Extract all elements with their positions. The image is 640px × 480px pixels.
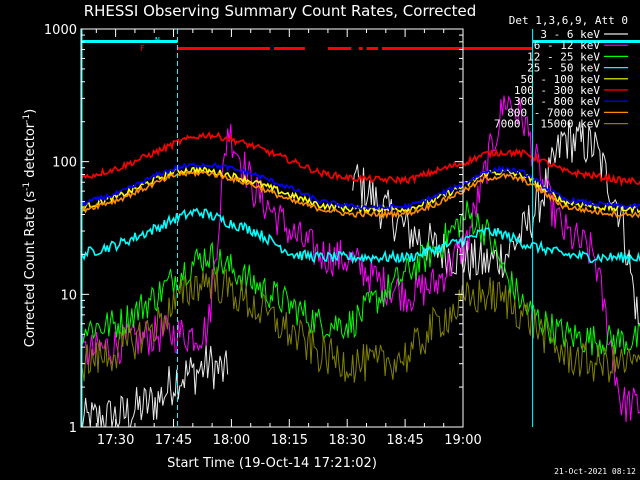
plot-area xyxy=(80,29,640,429)
flare-flag xyxy=(358,47,363,50)
series-line xyxy=(80,161,640,213)
series-line xyxy=(80,207,640,265)
y-axis-ticks: 1 10 100 1000 xyxy=(44,23,463,436)
legend-label: 50 - 100 keV xyxy=(521,73,601,86)
x-tick-label: 17:30 xyxy=(97,433,134,448)
flare-flag xyxy=(366,47,379,50)
x-tick-label: 19:00 xyxy=(444,433,481,448)
series-line xyxy=(80,169,640,220)
x-axis-ticks: 17:30 17:45 18:00 18:15 18:30 18:45 19:00 xyxy=(95,29,482,448)
x-tick-label: 18:30 xyxy=(328,433,365,448)
y-axis-label: Corrected Count Rate (s-1 detector-1) xyxy=(22,109,38,347)
y-tick-label: 1 xyxy=(69,421,77,436)
legend-label: 100 - 300 keV xyxy=(514,84,600,97)
flare-flag xyxy=(382,47,533,50)
night-band xyxy=(81,40,178,43)
x-tick-label: 18:45 xyxy=(386,433,423,448)
x-tick-label: 18:15 xyxy=(271,433,308,448)
legend-label: 12 - 25 keV xyxy=(527,50,600,63)
legend-label: 800 - 7000 keV xyxy=(507,106,600,119)
x-tick-label: 18:00 xyxy=(213,433,250,448)
plot-frame xyxy=(80,28,464,428)
series-line xyxy=(80,131,640,187)
y-tick-label: 1000 xyxy=(44,23,77,38)
series-lines xyxy=(80,95,640,429)
flare-flag xyxy=(273,47,305,50)
series-line xyxy=(80,266,640,383)
footer-date: 21-Oct-2021 08:12 xyxy=(554,467,636,476)
night-flag-label: N xyxy=(155,36,160,45)
chart-title: RHESSI Observing Summary Count Rates, Co… xyxy=(84,2,477,20)
legend-label: 3 - 6 keV xyxy=(540,28,600,41)
y-tick-label: 100 xyxy=(52,156,77,171)
series-line xyxy=(80,95,640,423)
flare-flag-label: F xyxy=(140,44,145,53)
flare-flag xyxy=(177,47,271,50)
flare-flags xyxy=(177,47,533,50)
night-bands xyxy=(81,40,640,43)
flare-flag xyxy=(328,47,352,50)
y-tick-label: 10 xyxy=(60,288,77,303)
x-axis-label: Start Time (19-Oct-14 17:21:02) xyxy=(167,456,377,471)
night-band xyxy=(532,40,640,43)
orbit-vlines xyxy=(81,29,534,427)
legend-label: 300 - 800 keV xyxy=(514,95,600,108)
x-tick-label: 17:45 xyxy=(155,433,192,448)
legend-label: 6 - 12 keV xyxy=(534,39,601,52)
legend-label: 7000 - 15000 keV xyxy=(494,118,600,131)
legend-header: Det 1,3,6,9, Att 0 xyxy=(509,14,628,27)
legend-label: 25 - 50 keV xyxy=(527,62,600,75)
